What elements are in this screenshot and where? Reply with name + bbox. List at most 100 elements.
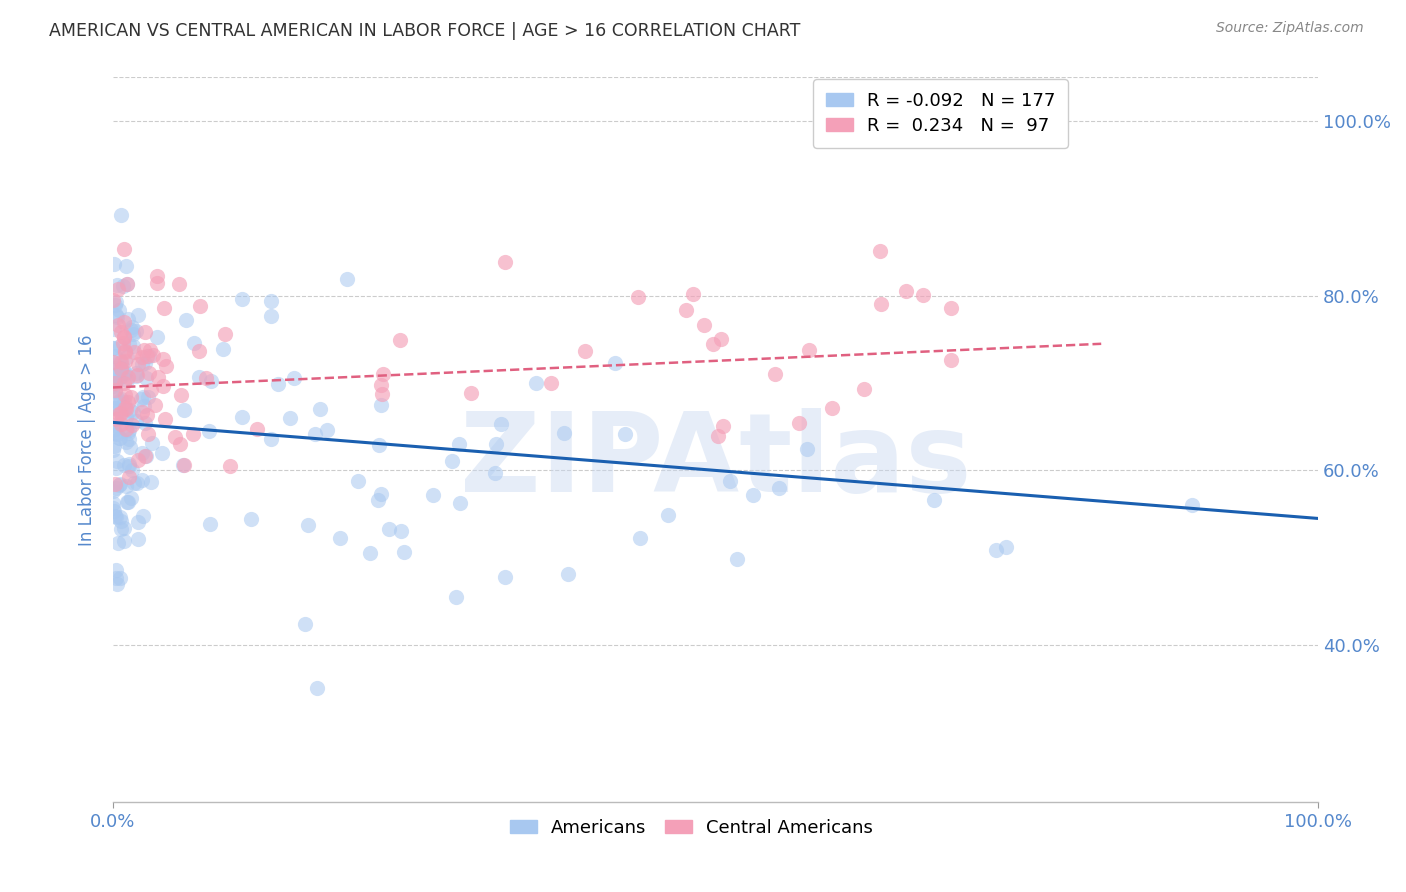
Americans xyxy=(115,435,138,450)
Americans xyxy=(231,410,253,425)
Americans xyxy=(125,368,148,383)
Americans xyxy=(494,570,516,584)
Central Americans xyxy=(173,458,195,473)
Americans xyxy=(316,423,339,437)
Text: AMERICAN VS CENTRAL AMERICAN IN LABOR FORCE | AGE > 16 CORRELATION CHART: AMERICAN VS CENTRAL AMERICAN IN LABOR FO… xyxy=(49,22,800,40)
Central Americans xyxy=(169,437,191,451)
Central Americans xyxy=(110,406,132,420)
Americans xyxy=(198,425,221,439)
Americans xyxy=(107,431,129,445)
Central Americans xyxy=(112,315,135,329)
Americans xyxy=(173,403,195,417)
Americans xyxy=(110,361,132,376)
Central Americans xyxy=(869,297,891,311)
Americans xyxy=(174,313,197,327)
Central Americans xyxy=(104,411,127,425)
Central Americans xyxy=(939,353,962,368)
Americans xyxy=(104,360,127,375)
Americans xyxy=(105,454,128,468)
Central Americans xyxy=(131,350,153,364)
Americans xyxy=(120,491,142,505)
Americans xyxy=(524,376,547,390)
Americans xyxy=(131,357,153,371)
Americans xyxy=(115,409,138,424)
Americans xyxy=(449,437,471,451)
Americans xyxy=(104,384,127,398)
Central Americans xyxy=(153,301,176,315)
Americans xyxy=(491,417,513,431)
Americans xyxy=(110,392,132,406)
Americans xyxy=(389,524,412,538)
Central Americans xyxy=(120,390,142,404)
Americans xyxy=(283,371,305,385)
Central Americans xyxy=(153,411,176,425)
Americans xyxy=(172,458,194,472)
Central Americans xyxy=(540,376,562,391)
Central Americans xyxy=(111,336,134,351)
Central Americans xyxy=(121,418,143,433)
Americans xyxy=(115,277,138,292)
Central Americans xyxy=(115,277,138,291)
Central Americans xyxy=(103,293,125,307)
Americans xyxy=(613,426,636,441)
Central Americans xyxy=(574,343,596,358)
Americans xyxy=(278,411,301,425)
Americans xyxy=(104,510,127,524)
Americans xyxy=(725,552,748,566)
Central Americans xyxy=(110,417,132,432)
Americans xyxy=(108,509,131,524)
Americans xyxy=(145,330,167,344)
Americans xyxy=(103,443,125,458)
Americans xyxy=(121,463,143,477)
Americans xyxy=(378,522,401,536)
Americans xyxy=(112,395,135,409)
Central Americans xyxy=(117,370,139,384)
Central Americans xyxy=(114,344,136,359)
Americans xyxy=(103,363,125,377)
Americans xyxy=(111,364,134,378)
Americans xyxy=(294,617,316,632)
Americans xyxy=(557,567,579,582)
Central Americans xyxy=(104,384,127,398)
Legend: Americans, Central Americans: Americans, Central Americans xyxy=(502,812,880,844)
Central Americans xyxy=(118,470,141,484)
Americans xyxy=(105,460,128,475)
Americans xyxy=(104,349,127,363)
Americans xyxy=(132,399,155,413)
Americans xyxy=(104,563,127,577)
Americans xyxy=(112,458,135,472)
Americans xyxy=(120,323,142,337)
Americans xyxy=(103,496,125,510)
Central Americans xyxy=(821,401,844,416)
Central Americans xyxy=(112,376,135,391)
Central Americans xyxy=(167,277,190,292)
Americans xyxy=(104,426,127,441)
Americans xyxy=(718,474,741,488)
Americans xyxy=(131,445,153,459)
Americans xyxy=(114,366,136,380)
Americans xyxy=(141,435,163,450)
Americans xyxy=(120,440,142,454)
Americans xyxy=(117,495,139,509)
Central Americans xyxy=(131,405,153,419)
Central Americans xyxy=(114,343,136,358)
Americans xyxy=(107,394,129,409)
Americans xyxy=(260,432,283,446)
Americans xyxy=(115,373,138,387)
Americans xyxy=(127,515,149,529)
Americans xyxy=(108,477,131,491)
Americans xyxy=(231,292,253,306)
Americans xyxy=(107,535,129,549)
Americans xyxy=(259,309,281,323)
Central Americans xyxy=(112,329,135,343)
Central Americans xyxy=(115,422,138,436)
Central Americans xyxy=(139,343,162,358)
Central Americans xyxy=(155,359,177,373)
Americans xyxy=(796,442,818,456)
Central Americans xyxy=(183,426,205,441)
Central Americans xyxy=(136,408,159,422)
Central Americans xyxy=(112,242,135,256)
Americans xyxy=(200,517,222,532)
Americans xyxy=(138,349,160,363)
Central Americans xyxy=(112,330,135,344)
